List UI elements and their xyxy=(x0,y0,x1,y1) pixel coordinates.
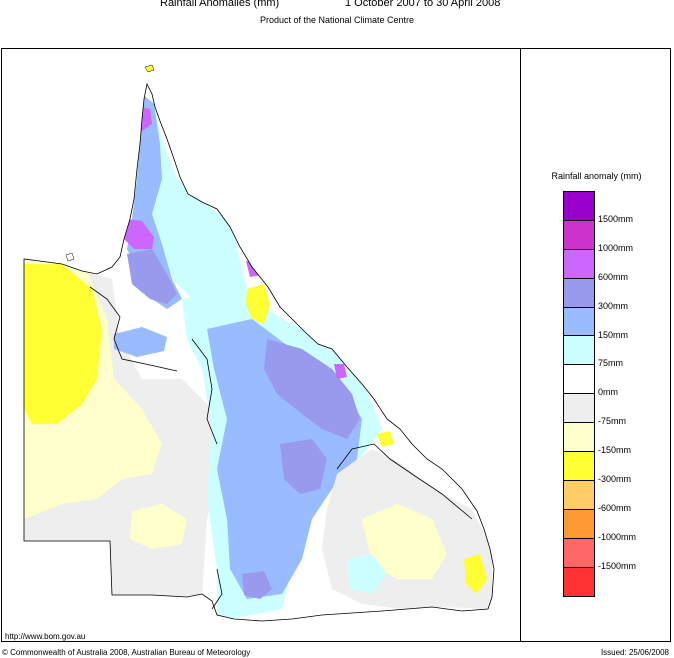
anomaly-zone-coast-yellow-south xyxy=(464,554,487,594)
anomaly-zone-west-yellow xyxy=(24,264,102,424)
legend-swatch xyxy=(564,365,594,395)
legend-label: 0mm xyxy=(598,387,618,398)
torres-strait-island xyxy=(144,64,155,73)
bom-url: http://www.bom.gov.au xyxy=(5,632,86,641)
legend-label: -300mm xyxy=(598,474,632,484)
anomaly-zone-southeast-cream xyxy=(362,504,447,579)
anomaly-zone-coast-violet xyxy=(264,339,360,439)
legend-swatch xyxy=(564,509,594,539)
legend-swatch xyxy=(564,423,594,453)
anomaly-zone-northwest-blue-patch xyxy=(114,327,167,357)
legend-colour-bar xyxy=(563,191,595,598)
legend-label: -75mm xyxy=(598,416,627,427)
title-row: Rainfall Anomalies (mm) 1 October 2007 t… xyxy=(0,0,674,16)
legend-label: 1000mm xyxy=(598,242,634,253)
legend-swatch xyxy=(564,538,594,568)
zero-contour-northwest xyxy=(89,286,178,372)
anomaly-zone-gulf-violet xyxy=(127,249,177,304)
anomaly-zone-inland-violet xyxy=(280,439,327,494)
anomaly-zone-coast-yellow-north xyxy=(377,431,394,447)
legend-swatch xyxy=(564,192,594,221)
map-subtitle: Product of the National Climate Centre xyxy=(259,15,415,25)
legend-swatch xyxy=(564,307,594,337)
anomaly-zone-cairns-yellow xyxy=(246,284,270,324)
anomaly-zone-southwest-cream xyxy=(130,504,187,549)
issued-date: Issued: 25/06/2008 xyxy=(600,648,669,657)
map-period: 1 October 2007 to 30 April 2008 xyxy=(345,0,501,9)
zero-contour-south xyxy=(211,568,223,610)
map-title: Rainfall Anomalies (mm) xyxy=(160,0,280,9)
copyright-notice: © Commonwealth of Australia 2008, Austra… xyxy=(2,648,251,657)
legend-label: 1500mm xyxy=(598,213,634,224)
zero-contour-central xyxy=(191,338,218,445)
legend-label: 75mm xyxy=(598,358,624,369)
legend-swatch xyxy=(564,336,594,366)
legend-swatch xyxy=(564,480,594,510)
anomaly-zone-gulf-purple xyxy=(124,219,154,249)
legend-label: -600mm xyxy=(598,502,632,513)
queensland-outline xyxy=(23,82,495,622)
zero-contour-southeast xyxy=(336,443,473,520)
anomaly-zone-mackay-purple xyxy=(334,364,347,379)
panel-divider xyxy=(520,48,521,642)
legend-label: -1500mm xyxy=(598,560,637,571)
legend-label: -150mm xyxy=(598,445,632,456)
rainfall-anomaly-map xyxy=(23,64,495,622)
legend-label: -1000mm xyxy=(598,531,637,542)
legend-swatch xyxy=(564,278,594,308)
legend-label: 300mm xyxy=(598,300,629,311)
anomaly-zone-southern-violet xyxy=(242,571,272,599)
legend-swatch xyxy=(564,220,594,250)
legend-label: 150mm xyxy=(598,329,629,340)
anomaly-zone-southeast-light-blue xyxy=(347,554,387,594)
legend-swatch xyxy=(564,394,594,424)
legend-swatch xyxy=(564,452,594,481)
gulf-island xyxy=(65,252,75,262)
legend-title: Rainfall anomaly (mm) xyxy=(551,171,642,181)
legend-swatch xyxy=(564,567,594,597)
map-frame xyxy=(1,48,671,642)
legend-label: 600mm xyxy=(598,271,629,282)
legend-swatch xyxy=(564,249,594,279)
